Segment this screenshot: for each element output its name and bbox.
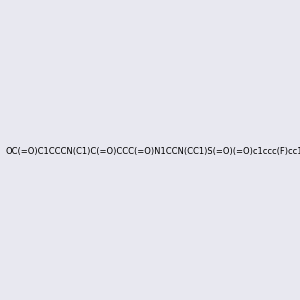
Text: OC(=O)C1CCCN(C1)C(=O)CCC(=O)N1CCN(CC1)S(=O)(=O)c1ccc(F)cc1: OC(=O)C1CCCN(C1)C(=O)CCC(=O)N1CCN(CC1)S(… bbox=[5, 147, 300, 156]
